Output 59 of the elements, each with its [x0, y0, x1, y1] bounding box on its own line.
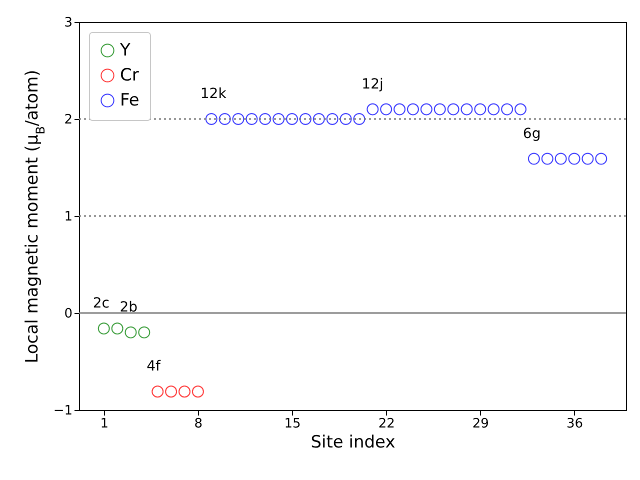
point: [568, 152, 580, 165]
point: [192, 386, 204, 398]
point: [514, 103, 527, 116]
point: [394, 103, 406, 116]
x-tick-label: 36: [566, 416, 584, 432]
point: [541, 152, 554, 165]
point: [286, 112, 298, 126]
legend-label: Y: [119, 40, 131, 60]
point: [232, 112, 244, 126]
annotation: 12j: [362, 76, 384, 92]
y-tick-label: 3: [64, 16, 72, 30]
point: [460, 103, 473, 116]
point: [434, 103, 446, 116]
point: [406, 103, 420, 116]
point: [554, 152, 567, 165]
point: [259, 112, 272, 126]
x-tick-label: 22: [378, 416, 395, 432]
point: [299, 112, 312, 126]
point: [380, 103, 392, 116]
point: [447, 103, 460, 116]
point: [488, 103, 500, 116]
point: [340, 112, 352, 126]
x-tick-label: 8: [194, 416, 203, 432]
point: [582, 152, 594, 165]
point: [366, 103, 379, 116]
point: [178, 386, 191, 398]
annotation: 4f: [146, 358, 162, 375]
point: [205, 112, 218, 126]
annotation: 12k: [200, 86, 228, 102]
point: [420, 103, 432, 116]
point: [528, 152, 540, 165]
y-tick-label: 0: [64, 306, 72, 322]
y-tick-label: −1: [53, 404, 72, 418]
point: [353, 112, 366, 126]
y-tick-label: 1: [64, 210, 72, 224]
point: [138, 326, 150, 338]
x-tick-label: 29: [472, 416, 489, 432]
x-tick-label: 1: [100, 416, 109, 432]
legend-label: Fe: [120, 90, 140, 110]
point: [98, 322, 110, 335]
point: [111, 322, 124, 335]
point: [124, 326, 137, 338]
point: [152, 386, 164, 398]
point: [165, 386, 178, 398]
point: [246, 112, 258, 126]
point: [595, 152, 608, 165]
point: [474, 103, 486, 116]
point: [272, 112, 285, 126]
point: [501, 103, 514, 116]
y-tick-label: 2: [64, 112, 72, 128]
annotation: 2b: [120, 299, 138, 316]
x-axis-title: Site index: [310, 432, 396, 452]
point: [218, 112, 231, 126]
point: [326, 112, 338, 126]
point: [312, 112, 325, 126]
annotation: 6g: [522, 126, 541, 142]
annotation: 2c: [92, 296, 110, 312]
x-tick-label: 15: [284, 416, 301, 432]
legend-label: Cr: [120, 66, 139, 86]
